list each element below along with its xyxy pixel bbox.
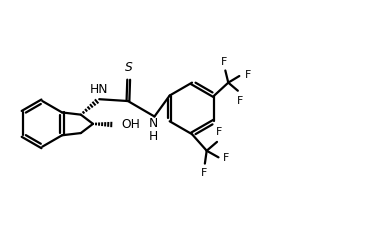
- Text: HN: HN: [90, 82, 109, 96]
- Text: F: F: [201, 168, 207, 178]
- Text: F: F: [237, 96, 243, 106]
- Text: OH: OH: [122, 118, 141, 131]
- Text: F: F: [221, 57, 227, 67]
- Text: F: F: [223, 154, 230, 164]
- Text: F: F: [244, 70, 251, 80]
- Text: S: S: [125, 61, 132, 74]
- Text: F: F: [216, 127, 222, 137]
- Text: N
H: N H: [149, 117, 158, 143]
